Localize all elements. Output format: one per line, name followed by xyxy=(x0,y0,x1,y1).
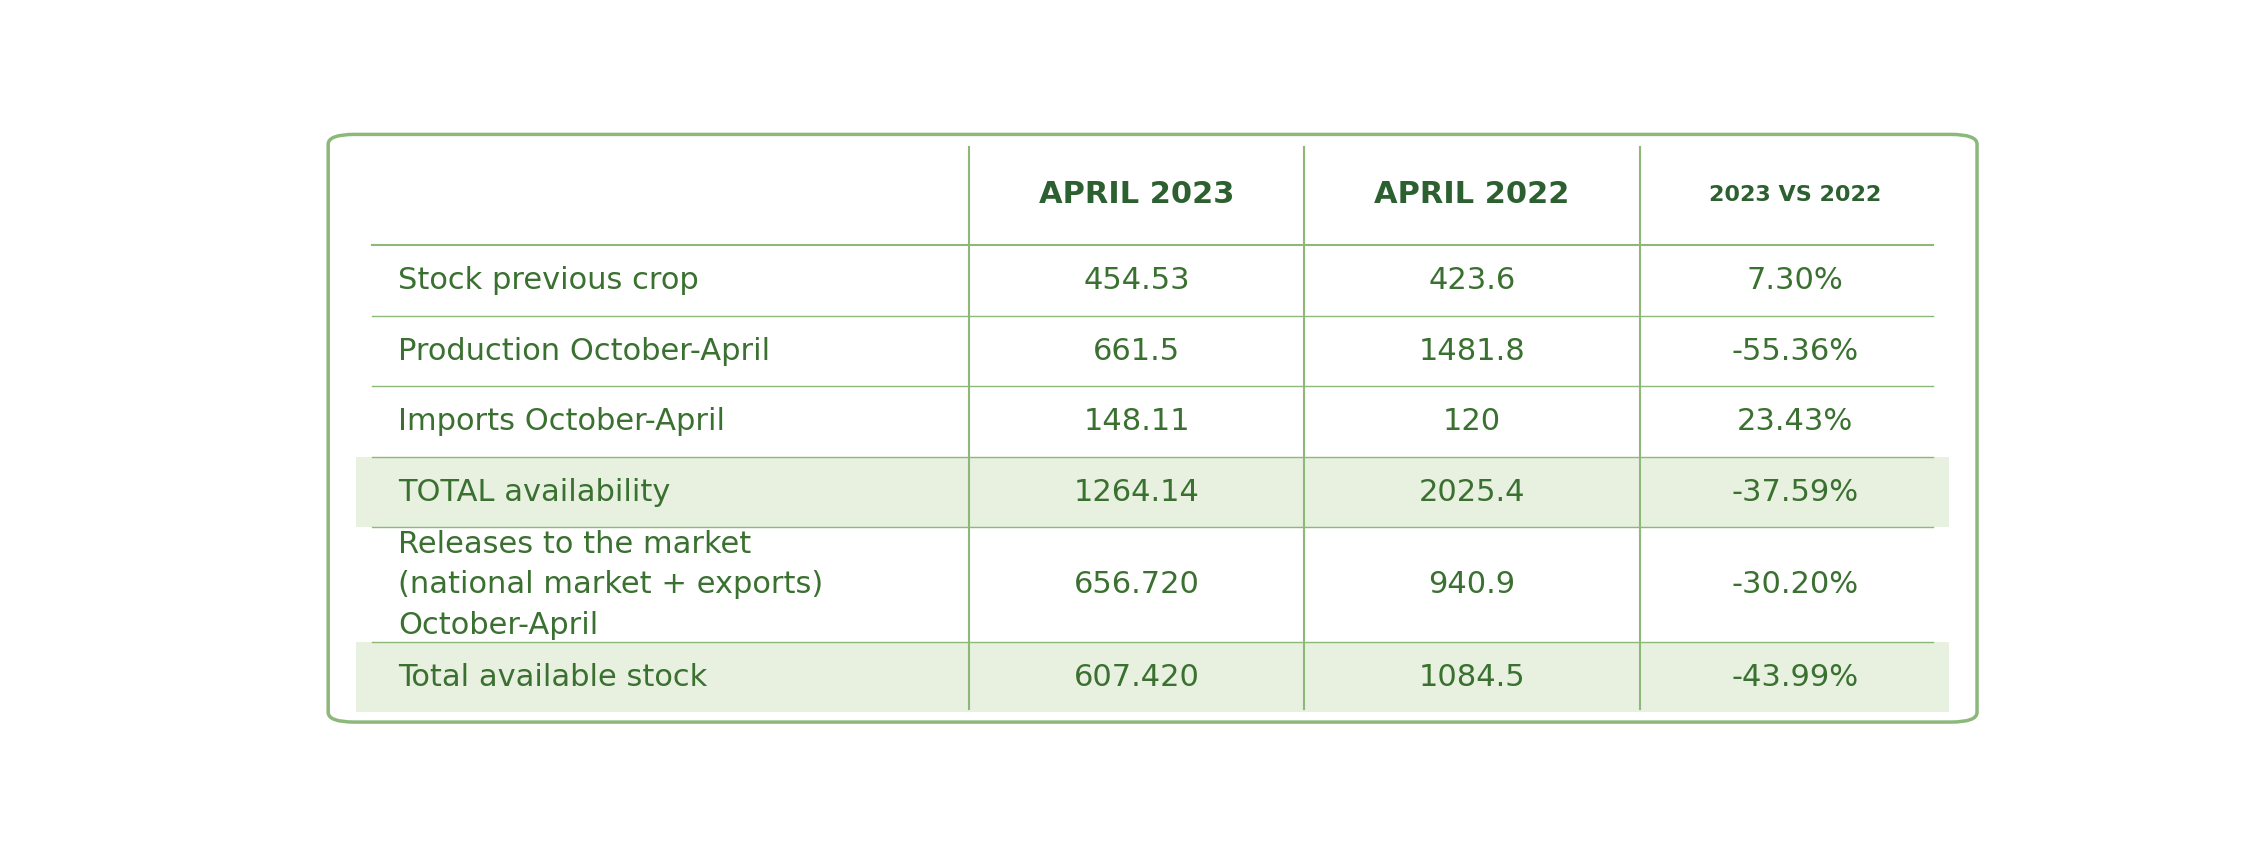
Text: 1481.8: 1481.8 xyxy=(1419,337,1525,365)
Text: -43.99%: -43.99% xyxy=(1732,662,1858,691)
Text: 607.420: 607.420 xyxy=(1073,662,1199,691)
Text: 940.9: 940.9 xyxy=(1428,570,1516,600)
Text: APRIL 2023: APRIL 2023 xyxy=(1039,181,1235,209)
Text: APRIL 2022: APRIL 2022 xyxy=(1374,181,1570,209)
Text: 454.53: 454.53 xyxy=(1084,266,1190,295)
Text: 2025.4: 2025.4 xyxy=(1419,477,1525,507)
Text: Releases to the market
(national market + exports)
October-April: Releases to the market (national market … xyxy=(398,530,823,639)
Text: TOTAL availability: TOTAL availability xyxy=(398,477,670,507)
Text: Imports October-April: Imports October-April xyxy=(398,407,724,436)
FancyBboxPatch shape xyxy=(355,642,1950,711)
Text: 656.720: 656.720 xyxy=(1073,570,1199,600)
Text: 7.30%: 7.30% xyxy=(1747,266,1844,295)
FancyBboxPatch shape xyxy=(355,457,1950,527)
Text: 120: 120 xyxy=(1444,407,1500,436)
Text: -30.20%: -30.20% xyxy=(1732,570,1858,600)
Text: 1084.5: 1084.5 xyxy=(1419,662,1525,691)
Text: -37.59%: -37.59% xyxy=(1732,477,1858,507)
Text: Total available stock: Total available stock xyxy=(398,662,706,691)
Text: 2023 VS 2022: 2023 VS 2022 xyxy=(1709,185,1882,205)
Text: Stock previous crop: Stock previous crop xyxy=(398,266,699,295)
Text: 423.6: 423.6 xyxy=(1428,266,1516,295)
Text: 23.43%: 23.43% xyxy=(1736,407,1853,436)
Text: 661.5: 661.5 xyxy=(1093,337,1181,365)
Text: 148.11: 148.11 xyxy=(1084,407,1190,436)
Text: Production October-April: Production October-April xyxy=(398,337,769,365)
FancyBboxPatch shape xyxy=(328,134,1977,722)
Text: -55.36%: -55.36% xyxy=(1732,337,1858,365)
Text: 1264.14: 1264.14 xyxy=(1073,477,1199,507)
